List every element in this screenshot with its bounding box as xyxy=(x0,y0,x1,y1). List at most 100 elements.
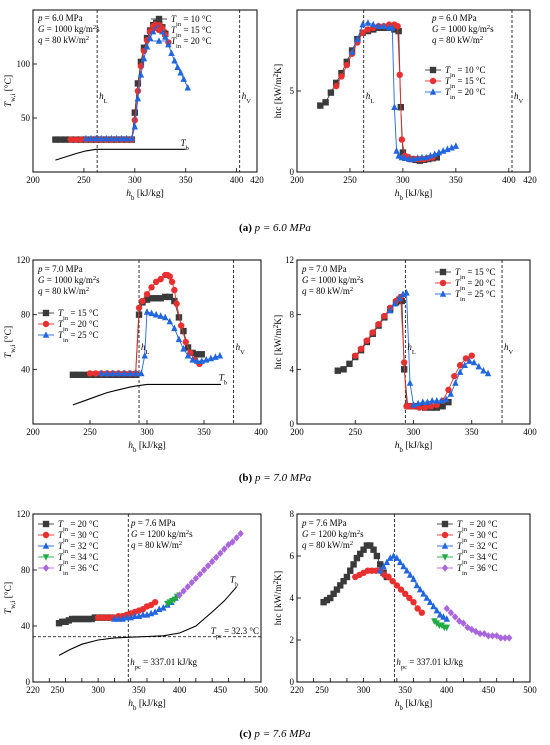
data-point xyxy=(171,56,178,64)
x-tick-label: 300 xyxy=(140,427,154,437)
data-point xyxy=(357,345,365,353)
data-point xyxy=(151,608,159,615)
data-point xyxy=(132,369,139,377)
condition-text: p = 7.6 MPa xyxy=(130,518,176,528)
vline-label: hpc = 337.01 kJ/kg xyxy=(130,657,197,671)
data-point xyxy=(193,351,201,358)
x-axis-label: hb [kJ/kg] xyxy=(395,441,432,454)
y-tick-label: 4 xyxy=(290,364,295,374)
legend-entry: Tin = 15 °C xyxy=(171,25,212,39)
vline-label: hL xyxy=(99,91,108,105)
data-point xyxy=(173,300,180,307)
data-point xyxy=(456,362,464,369)
data-point xyxy=(340,366,347,373)
legend-marker xyxy=(42,520,50,528)
data-point xyxy=(152,310,160,318)
legend-entry: Tin = 10 °C xyxy=(445,65,486,79)
condition-text: G = 1000 kg/m2s xyxy=(38,24,100,35)
legend-marker xyxy=(429,77,437,85)
data-point xyxy=(380,22,388,29)
series-1 xyxy=(86,271,203,377)
data-point xyxy=(470,358,478,366)
data-point xyxy=(137,58,145,66)
data-point xyxy=(352,352,359,359)
data-point xyxy=(439,403,446,410)
data-point xyxy=(177,68,184,76)
data-point xyxy=(204,562,212,570)
data-point xyxy=(140,44,148,51)
data-point xyxy=(369,329,376,336)
data-point xyxy=(134,87,142,95)
condition-text: q = 80 kW/m2 xyxy=(432,35,483,46)
plot-area xyxy=(320,514,513,682)
plot-area xyxy=(334,260,503,424)
data-point xyxy=(395,27,402,35)
caption-a: (a) p = 6.0 MPa xyxy=(239,222,311,234)
data-point xyxy=(166,293,173,301)
y-tick-label: 80 xyxy=(21,565,31,575)
data-point xyxy=(436,611,444,618)
data-point xyxy=(121,369,128,377)
condition-text: G = 1200 kg/m2s xyxy=(131,529,193,540)
x-tick-label: 250 xyxy=(83,427,97,437)
data-point xyxy=(171,286,178,294)
data-point xyxy=(175,335,183,343)
y-tick-label: 80 xyxy=(21,310,31,320)
data-point xyxy=(69,371,77,378)
legend-entry: Tin = 15 °C xyxy=(445,76,486,90)
condition-text: G = 1200 kg/m2s xyxy=(302,529,364,540)
x-axis-label: hb [kJ/kg] xyxy=(126,189,163,202)
data-point xyxy=(180,345,187,352)
data-point xyxy=(85,615,92,623)
legend-marker xyxy=(155,26,163,34)
y-tick-label: 6 xyxy=(290,551,295,561)
legend-entry: Tin = 20 °C xyxy=(58,519,99,533)
data-point xyxy=(460,619,467,627)
data-point xyxy=(393,582,401,589)
caption-c: (c) p = 7.6 MPa xyxy=(239,728,311,740)
data-point xyxy=(485,632,492,640)
vline-label: hpc = 337.01 kJ/kg xyxy=(396,657,463,671)
data-point xyxy=(113,134,120,142)
data-point xyxy=(140,54,148,62)
legend-entry: Tin = 25 °C xyxy=(58,330,99,344)
data-point xyxy=(131,109,139,116)
legend-marker xyxy=(439,268,447,276)
data-point xyxy=(123,613,130,621)
bulk-temperature-line xyxy=(55,148,186,161)
data-point xyxy=(357,550,364,558)
x-tick-label: 500 xyxy=(254,685,268,695)
data-point xyxy=(385,573,392,581)
data-point xyxy=(157,275,164,283)
data-point xyxy=(81,615,89,623)
chart-c-left: 220 250 300 350 400 450 500 0 40 80 120 hb [kJ/kg] T… xyxy=(3,509,268,712)
condition-text: G = 1000 kg/m2s xyxy=(302,275,364,286)
data-point xyxy=(370,20,377,28)
y-tick-label: 0 xyxy=(26,677,31,687)
data-point xyxy=(237,529,244,538)
x-axis-label: hb [kJ/kg] xyxy=(395,699,432,712)
data-point xyxy=(128,134,135,142)
data-point xyxy=(327,89,335,96)
series-line xyxy=(320,27,437,162)
data-point xyxy=(493,632,500,640)
data-point xyxy=(159,27,166,35)
data-point xyxy=(327,594,334,602)
data-point xyxy=(451,613,459,621)
data-point xyxy=(359,20,366,28)
series-2 xyxy=(348,19,460,162)
data-point xyxy=(433,154,440,161)
data-point xyxy=(193,357,201,364)
data-point xyxy=(137,71,145,78)
data-point xyxy=(88,615,95,623)
caption-b: (b) p = 7.0 MPa xyxy=(238,472,312,484)
data-point xyxy=(184,83,191,91)
data-point xyxy=(143,42,151,50)
data-point xyxy=(400,562,407,570)
hline-label: Tpc = 32.3 °C xyxy=(211,626,259,640)
data-point xyxy=(406,594,413,602)
data-point xyxy=(364,26,372,33)
series-1 xyxy=(352,567,426,616)
data-point xyxy=(166,317,173,325)
vline-label: hV xyxy=(504,342,514,356)
